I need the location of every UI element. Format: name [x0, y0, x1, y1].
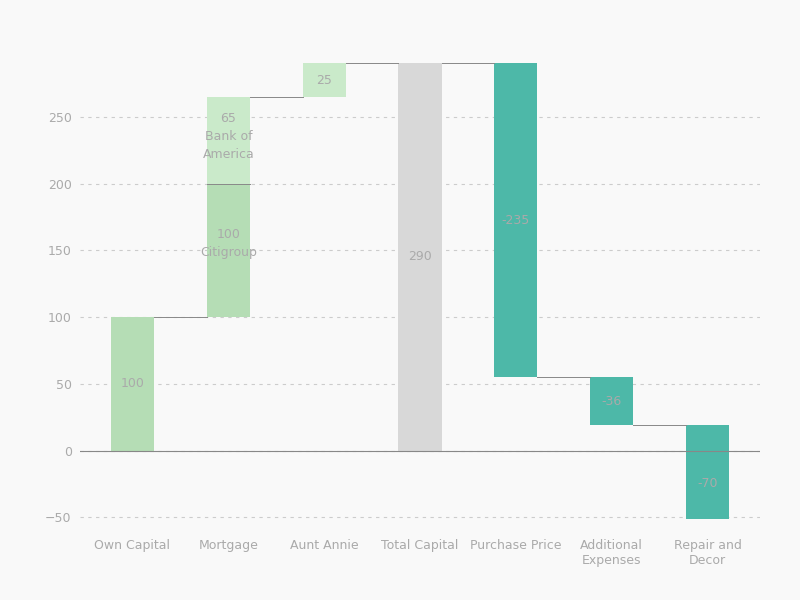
Bar: [686, 425, 729, 451]
Bar: [398, 64, 442, 451]
Text: 25: 25: [316, 74, 332, 87]
Text: 100
Citigroup: 100 Citigroup: [200, 228, 257, 259]
Text: -235: -235: [502, 214, 530, 227]
Bar: [111, 317, 154, 451]
Bar: [590, 377, 634, 425]
Bar: [206, 97, 250, 184]
Text: -70: -70: [698, 478, 718, 490]
Bar: [494, 64, 538, 377]
Bar: [686, 451, 729, 518]
Bar: [206, 184, 250, 317]
Bar: [302, 64, 346, 97]
Text: -36: -36: [602, 395, 622, 407]
Text: 290: 290: [408, 250, 432, 263]
Text: 100: 100: [121, 377, 145, 391]
Text: 65
Bank of
America: 65 Bank of America: [202, 112, 254, 161]
